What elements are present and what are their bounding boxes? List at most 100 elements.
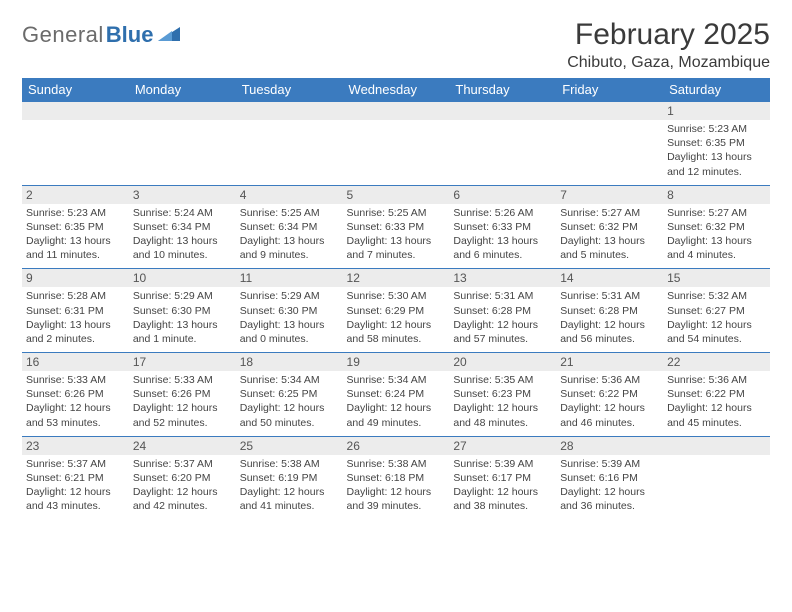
day-number: 9 bbox=[22, 269, 129, 287]
daylight-text: Daylight: 13 hours and 5 minutes. bbox=[560, 234, 659, 262]
calendar-day-cell bbox=[449, 102, 556, 186]
header: GeneralBlue February 2025 Chibuto, Gaza,… bbox=[22, 18, 770, 72]
day-number: 21 bbox=[556, 353, 663, 371]
sunrise-text: Sunrise: 5:24 AM bbox=[133, 206, 232, 220]
location-text: Chibuto, Gaza, Mozambique bbox=[567, 54, 770, 72]
day-body: Sunrise: 5:31 AMSunset: 6:28 PMDaylight:… bbox=[449, 287, 556, 352]
day-body: Sunrise: 5:25 AMSunset: 6:34 PMDaylight:… bbox=[236, 204, 343, 269]
daylight-text: Daylight: 13 hours and 2 minutes. bbox=[26, 318, 125, 346]
calendar-day-cell: 25Sunrise: 5:38 AMSunset: 6:19 PMDayligh… bbox=[236, 436, 343, 519]
day-number: 3 bbox=[129, 186, 236, 204]
day-number: 27 bbox=[449, 437, 556, 455]
day-number: 4 bbox=[236, 186, 343, 204]
daylight-text: Daylight: 13 hours and 1 minute. bbox=[133, 318, 232, 346]
day-number: 19 bbox=[343, 353, 450, 371]
calendar-day-cell: 1Sunrise: 5:23 AMSunset: 6:35 PMDaylight… bbox=[663, 102, 770, 186]
day-body: Sunrise: 5:31 AMSunset: 6:28 PMDaylight:… bbox=[556, 287, 663, 352]
day-number: 7 bbox=[556, 186, 663, 204]
daylight-text: Daylight: 12 hours and 41 minutes. bbox=[240, 485, 339, 513]
daylight-text: Daylight: 13 hours and 10 minutes. bbox=[133, 234, 232, 262]
calendar-day-cell: 13Sunrise: 5:31 AMSunset: 6:28 PMDayligh… bbox=[449, 269, 556, 353]
calendar-day-cell: 10Sunrise: 5:29 AMSunset: 6:30 PMDayligh… bbox=[129, 269, 236, 353]
weekday-header: Saturday bbox=[663, 78, 770, 102]
weekday-header: Sunday bbox=[22, 78, 129, 102]
day-body: Sunrise: 5:29 AMSunset: 6:30 PMDaylight:… bbox=[129, 287, 236, 352]
sunset-text: Sunset: 6:23 PM bbox=[453, 387, 552, 401]
month-title: February 2025 bbox=[567, 18, 770, 52]
sunrise-text: Sunrise: 5:25 AM bbox=[347, 206, 446, 220]
daylight-text: Daylight: 12 hours and 42 minutes. bbox=[133, 485, 232, 513]
day-body-empty bbox=[556, 120, 663, 178]
sunset-text: Sunset: 6:26 PM bbox=[133, 387, 232, 401]
sunset-text: Sunset: 6:17 PM bbox=[453, 471, 552, 485]
daylight-text: Daylight: 12 hours and 54 minutes. bbox=[667, 318, 766, 346]
sunset-text: Sunset: 6:34 PM bbox=[240, 220, 339, 234]
day-body: Sunrise: 5:26 AMSunset: 6:33 PMDaylight:… bbox=[449, 204, 556, 269]
day-number: 23 bbox=[22, 437, 129, 455]
day-number: 17 bbox=[129, 353, 236, 371]
day-body-empty bbox=[236, 120, 343, 178]
calendar-day-cell: 7Sunrise: 5:27 AMSunset: 6:32 PMDaylight… bbox=[556, 185, 663, 269]
calendar-day-cell: 23Sunrise: 5:37 AMSunset: 6:21 PMDayligh… bbox=[22, 436, 129, 519]
sunset-text: Sunset: 6:28 PM bbox=[560, 304, 659, 318]
day-number-empty bbox=[236, 102, 343, 120]
day-number: 22 bbox=[663, 353, 770, 371]
day-body: Sunrise: 5:35 AMSunset: 6:23 PMDaylight:… bbox=[449, 371, 556, 436]
sunrise-text: Sunrise: 5:29 AM bbox=[240, 289, 339, 303]
sunrise-text: Sunrise: 5:36 AM bbox=[560, 373, 659, 387]
sunset-text: Sunset: 6:25 PM bbox=[240, 387, 339, 401]
calendar-day-cell bbox=[236, 102, 343, 186]
day-number: 13 bbox=[449, 269, 556, 287]
day-body-empty bbox=[663, 455, 770, 513]
calendar-day-cell bbox=[22, 102, 129, 186]
calendar-day-cell: 17Sunrise: 5:33 AMSunset: 6:26 PMDayligh… bbox=[129, 353, 236, 437]
daylight-text: Daylight: 12 hours and 52 minutes. bbox=[133, 401, 232, 429]
sunrise-text: Sunrise: 5:36 AM bbox=[667, 373, 766, 387]
day-number: 12 bbox=[343, 269, 450, 287]
day-body: Sunrise: 5:39 AMSunset: 6:16 PMDaylight:… bbox=[556, 455, 663, 520]
calendar-day-cell: 22Sunrise: 5:36 AMSunset: 6:22 PMDayligh… bbox=[663, 353, 770, 437]
day-number: 18 bbox=[236, 353, 343, 371]
sunset-text: Sunset: 6:31 PM bbox=[26, 304, 125, 318]
daylight-text: Daylight: 12 hours and 50 minutes. bbox=[240, 401, 339, 429]
day-body: Sunrise: 5:37 AMSunset: 6:20 PMDaylight:… bbox=[129, 455, 236, 520]
sunrise-text: Sunrise: 5:25 AM bbox=[240, 206, 339, 220]
daylight-text: Daylight: 12 hours and 53 minutes. bbox=[26, 401, 125, 429]
day-number: 5 bbox=[343, 186, 450, 204]
calendar-week-row: 16Sunrise: 5:33 AMSunset: 6:26 PMDayligh… bbox=[22, 353, 770, 437]
calendar-day-cell bbox=[129, 102, 236, 186]
day-number: 6 bbox=[449, 186, 556, 204]
calendar-page: GeneralBlue February 2025 Chibuto, Gaza,… bbox=[0, 0, 792, 529]
sunrise-text: Sunrise: 5:28 AM bbox=[26, 289, 125, 303]
sunrise-text: Sunrise: 5:27 AM bbox=[560, 206, 659, 220]
weekday-header: Friday bbox=[556, 78, 663, 102]
day-body: Sunrise: 5:32 AMSunset: 6:27 PMDaylight:… bbox=[663, 287, 770, 352]
day-body: Sunrise: 5:27 AMSunset: 6:32 PMDaylight:… bbox=[556, 204, 663, 269]
sunrise-text: Sunrise: 5:39 AM bbox=[560, 457, 659, 471]
day-body: Sunrise: 5:39 AMSunset: 6:17 PMDaylight:… bbox=[449, 455, 556, 520]
calendar-week-row: 2Sunrise: 5:23 AMSunset: 6:35 PMDaylight… bbox=[22, 185, 770, 269]
sunset-text: Sunset: 6:34 PM bbox=[133, 220, 232, 234]
sunset-text: Sunset: 6:32 PM bbox=[667, 220, 766, 234]
logo-triangle-icon bbox=[158, 25, 180, 46]
day-body: Sunrise: 5:29 AMSunset: 6:30 PMDaylight:… bbox=[236, 287, 343, 352]
sunset-text: Sunset: 6:33 PM bbox=[453, 220, 552, 234]
daylight-text: Daylight: 12 hours and 38 minutes. bbox=[453, 485, 552, 513]
daylight-text: Daylight: 12 hours and 57 minutes. bbox=[453, 318, 552, 346]
sunrise-text: Sunrise: 5:38 AM bbox=[240, 457, 339, 471]
sunset-text: Sunset: 6:33 PM bbox=[347, 220, 446, 234]
sunrise-text: Sunrise: 5:37 AM bbox=[26, 457, 125, 471]
calendar-day-cell: 20Sunrise: 5:35 AMSunset: 6:23 PMDayligh… bbox=[449, 353, 556, 437]
sunset-text: Sunset: 6:26 PM bbox=[26, 387, 125, 401]
day-number: 11 bbox=[236, 269, 343, 287]
daylight-text: Daylight: 13 hours and 12 minutes. bbox=[667, 150, 766, 178]
calendar-day-cell bbox=[663, 436, 770, 519]
calendar-day-cell: 18Sunrise: 5:34 AMSunset: 6:25 PMDayligh… bbox=[236, 353, 343, 437]
logo-text-gray: General bbox=[22, 22, 104, 48]
calendar-day-cell: 15Sunrise: 5:32 AMSunset: 6:27 PMDayligh… bbox=[663, 269, 770, 353]
day-body: Sunrise: 5:38 AMSunset: 6:19 PMDaylight:… bbox=[236, 455, 343, 520]
sunset-text: Sunset: 6:22 PM bbox=[667, 387, 766, 401]
sunrise-text: Sunrise: 5:34 AM bbox=[347, 373, 446, 387]
day-number: 8 bbox=[663, 186, 770, 204]
daylight-text: Daylight: 13 hours and 7 minutes. bbox=[347, 234, 446, 262]
